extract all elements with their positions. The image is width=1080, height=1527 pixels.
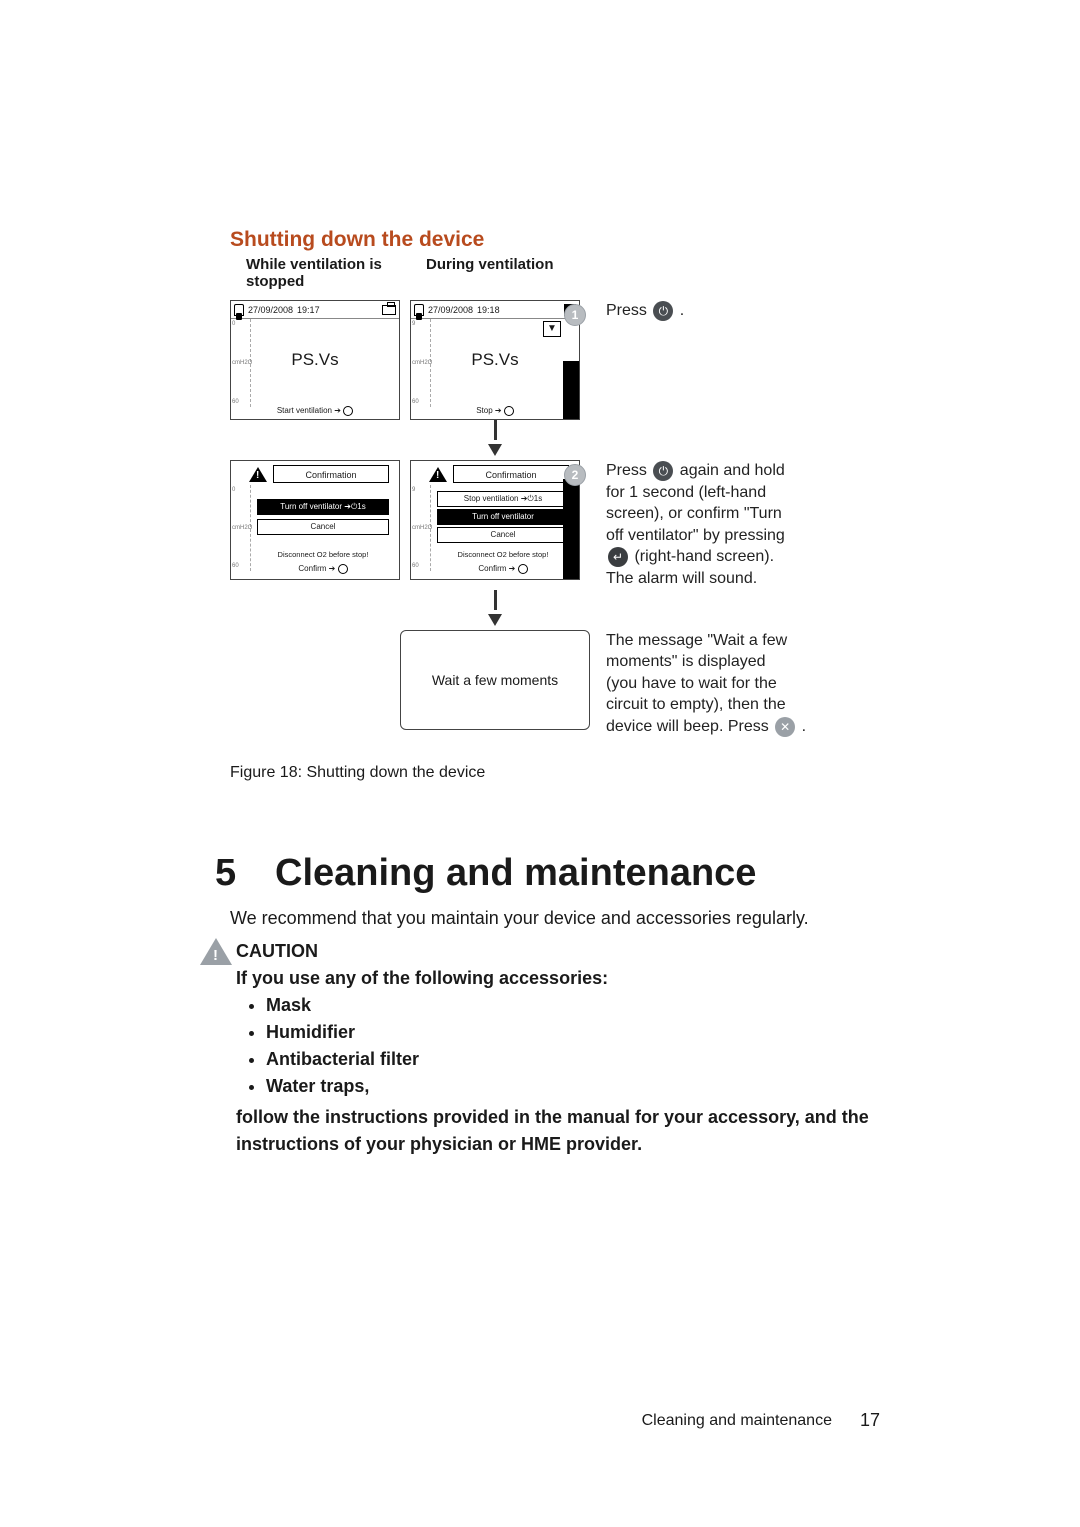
dropdown-icon: ▼ [543, 321, 561, 337]
scale-top: 0 [232, 487, 249, 493]
confirm-screen-right: Confirmation 9 cmH2O 60 Stop ventilation… [410, 460, 580, 580]
step1-text: Press [606, 302, 651, 319]
col-right-label: During ventilation [426, 256, 606, 290]
power-button-icon: ⏻ [653, 461, 673, 481]
t: for 1 second (left-hand [606, 482, 870, 504]
power-icon [504, 406, 514, 416]
scale-top: 0 [232, 321, 249, 327]
disconnect-o2-label: Disconnect O2 before stop! [437, 550, 569, 559]
section-title: Cleaning and maintenance [275, 852, 756, 895]
t: (you have to wait for the [606, 673, 870, 695]
caution-title: CAUTION [236, 938, 870, 965]
t: The alarm will sound. [606, 568, 870, 590]
t: screen), or confirm "Turn [606, 503, 870, 525]
page-number: 17 [860, 1410, 880, 1431]
confirm-label: Confirm ➔ [257, 564, 389, 574]
confirm-icon [338, 564, 348, 574]
step-badge-1: 1 [564, 304, 586, 326]
cancel-option: Cancel [437, 527, 569, 543]
subheading: Shutting down the device [230, 228, 870, 252]
t: (right-hand screen). [634, 548, 774, 565]
cancel-option: Cancel [257, 519, 389, 535]
t: Press [606, 462, 651, 479]
step3-text: The message "Wait a few moments" is disp… [590, 630, 870, 738]
start-ventilation-label: Start ventilation ➔ [231, 406, 399, 416]
t: device will beep. Press [606, 718, 773, 735]
bottom-text: Start ventilation ➔ [277, 406, 341, 415]
confirm-text: Confirm ➔ [298, 564, 335, 573]
screen-stopped: 27/09/2008 19:17 0 cmH2O 60 PS.Vs Start … [230, 300, 400, 420]
col-left-label: While ventilation is stopped [246, 256, 426, 290]
turn-off-option: Turn off ventilator [437, 509, 569, 525]
caution-list: Mask Humidifier Antibacterial filter Wat… [266, 992, 870, 1100]
mode-label: PS.Vs [411, 350, 579, 370]
caution-lead: If you use any of the following accessor… [236, 965, 870, 992]
screen-time: 19:18 [477, 305, 500, 315]
section-intro: We recommend that you maintain your devi… [230, 906, 870, 931]
screen-running: 27/09/2008 19:18 ▼ 9 cmH2O 60 PS.Vs Stop… [410, 300, 580, 420]
caution-triangle-icon [200, 938, 232, 965]
scale-unit: cmH2O [412, 525, 429, 531]
confirm-label: Confirm ➔ [437, 564, 569, 574]
list-item: Antibacterial filter [266, 1046, 870, 1073]
scroll-bar [563, 479, 579, 579]
down-arrow [410, 420, 580, 460]
warning-triangle-icon [429, 467, 447, 482]
warning-triangle-icon [249, 467, 267, 482]
step1-text-b: . [680, 302, 684, 319]
confirm-icon [518, 564, 528, 574]
power-icon [343, 406, 353, 416]
t: circuit to empty), then the [606, 694, 870, 716]
footer-label: Cleaning and maintenance [642, 1412, 832, 1430]
enter-button-icon: ↵ [608, 547, 628, 567]
screen-date: 27/09/2008 [428, 305, 473, 315]
disconnect-o2-label: Disconnect O2 before stop! [257, 550, 389, 559]
list-item: Water traps, [266, 1073, 870, 1100]
lock-icon [414, 304, 424, 316]
stop-label: Stop ➔ [411, 406, 579, 416]
screen-time: 19:17 [297, 305, 320, 315]
page-footer: Cleaning and maintenance 17 [642, 1410, 880, 1431]
down-arrow [410, 590, 580, 630]
mode-label: PS.Vs [231, 350, 399, 370]
t: moments" is displayed [606, 651, 870, 673]
figure-caption: Figure 18: Shutting down the device [230, 764, 870, 782]
pressure-scale: 0 cmH2O 60 [231, 485, 251, 571]
scale-top: 9 [412, 487, 429, 493]
scale-unit: cmH2O [232, 525, 249, 531]
list-item: Humidifier [266, 1019, 870, 1046]
screen-date: 27/09/2008 [248, 305, 293, 315]
wait-screen: Wait a few moments [400, 630, 590, 730]
turn-off-option: Turn off ventilator ➔⏻1s [257, 499, 389, 515]
caution-tail: follow the instructions provided in the … [236, 1104, 870, 1158]
scale-max: 60 [232, 399, 249, 405]
scale-max: 60 [412, 399, 429, 405]
t: . [802, 718, 806, 735]
battery-icon [382, 305, 396, 315]
power-button-icon: ⏻ [653, 301, 673, 321]
confirm-text: Confirm ➔ [478, 564, 515, 573]
stop-ventilation-option: Stop ventilation ➔⏻1s [437, 491, 569, 507]
t: off ventilator" by pressing [606, 525, 870, 547]
list-item: Mask [266, 992, 870, 1019]
scroll-bar [563, 361, 579, 419]
caution-block: CAUTION If you use any of the following … [236, 938, 870, 1158]
column-labels: While ventilation is stopped During vent… [230, 256, 870, 290]
scale-max: 60 [412, 563, 429, 569]
mute-button-icon: ✕ [775, 717, 795, 737]
t: again and hold [680, 462, 785, 479]
confirmation-title: Confirmation [453, 465, 569, 483]
step-badge-2: 2 [564, 464, 586, 486]
scale-top: 9 [412, 321, 429, 327]
bottom-text: Stop ➔ [476, 406, 501, 415]
confirmation-title: Confirmation [273, 465, 389, 483]
shutdown-diagram: 27/09/2008 19:17 0 cmH2O 60 PS.Vs Start … [230, 300, 870, 738]
scale-max: 60 [232, 563, 249, 569]
lock-icon [234, 304, 244, 316]
step2-text: Press ⏻ again and hold for 1 second (lef… [580, 460, 870, 590]
confirm-screen-left: Confirmation 0 cmH2O 60 Turn off ventila… [230, 460, 400, 580]
section-number: 5 [215, 852, 236, 895]
t: The message "Wait a few [606, 630, 870, 652]
pressure-scale: 9 cmH2O 60 [411, 485, 431, 571]
